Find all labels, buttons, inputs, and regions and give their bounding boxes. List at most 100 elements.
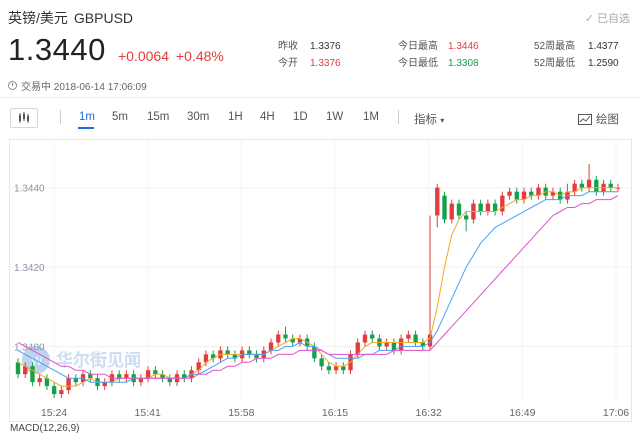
timeframe-15m[interactable]: 15m <box>147 111 170 123</box>
candle-body <box>124 374 129 379</box>
timeframe-1mo[interactable]: 1M <box>363 111 379 123</box>
stats-col-1: 昨收 1.3376 今开 1.3376 <box>278 38 341 72</box>
candle <box>449 199 454 224</box>
candle-body <box>44 378 50 387</box>
candle-body <box>398 338 404 351</box>
candle <box>435 183 440 228</box>
candle <box>59 386 64 399</box>
candle-body <box>500 195 505 212</box>
caret-down-icon: ▾ <box>440 116 445 125</box>
candle-body <box>138 378 144 383</box>
candle-body <box>290 338 295 343</box>
candle <box>44 374 50 391</box>
draw-button[interactable]: 绘图 <box>578 111 619 127</box>
indicator-dropdown[interactable]: 指标 ▾ <box>414 111 444 127</box>
timeframe-5m[interactable]: 5m <box>112 111 128 123</box>
watchlist-added-button[interactable]: ✓ 已自选 <box>584 13 630 25</box>
candle <box>182 370 187 383</box>
candle-body <box>247 350 252 355</box>
stat-label: 今日最高 <box>398 41 438 52</box>
candle-body <box>594 179 599 192</box>
divider <box>0 97 640 98</box>
candle-body <box>464 215 469 220</box>
clock-icon <box>8 81 17 90</box>
candle <box>145 366 151 383</box>
stat-value: 1.4377 <box>588 41 619 52</box>
candle <box>153 366 158 379</box>
y-tick-label: 1.3400 <box>14 342 45 353</box>
candle-body <box>23 366 28 375</box>
candle <box>521 187 527 204</box>
candle-body <box>362 334 368 343</box>
candle-body <box>333 366 339 371</box>
candle <box>485 199 491 216</box>
candle <box>66 374 71 395</box>
stat-value: 1.3376 <box>310 41 341 52</box>
watchlist-added-label: 已自选 <box>597 13 630 25</box>
candle <box>608 179 613 192</box>
candle <box>88 370 93 383</box>
ma-line <box>17 195 619 379</box>
candle <box>341 362 346 375</box>
timeframe-4h[interactable]: 4H <box>260 111 275 123</box>
candlestick-type-button[interactable] <box>10 108 38 128</box>
candle <box>290 334 295 347</box>
stat-value: 1.3446 <box>448 41 479 52</box>
draw-icon <box>578 113 592 125</box>
candle-body <box>319 358 324 367</box>
candle-body <box>15 362 21 375</box>
timeframe-1w[interactable]: 1W <box>326 111 344 123</box>
timeframe-30m[interactable]: 30m <box>187 111 210 123</box>
candle <box>196 358 201 375</box>
candle-body <box>370 334 375 339</box>
candle-body <box>586 179 592 188</box>
candle <box>572 179 577 196</box>
candle <box>326 362 332 375</box>
candle-body <box>312 346 317 359</box>
candle <box>586 163 592 192</box>
timeframe-1h[interactable]: 1H <box>228 111 243 123</box>
candle-body <box>160 374 165 379</box>
candle-body <box>66 378 71 391</box>
candle-body <box>182 374 187 379</box>
candle-body <box>326 366 332 371</box>
candle <box>247 346 252 359</box>
timeframe-1d[interactable]: 1D <box>293 111 308 123</box>
stats-col-3: 52周最高 1.4377 52周最低 1.2590 <box>534 38 619 72</box>
moving-averages <box>17 187 619 387</box>
candle <box>529 187 534 200</box>
toolbar-separator <box>60 110 61 124</box>
draw-label: 绘图 <box>596 114 619 126</box>
candle-body <box>268 342 274 351</box>
candle-body <box>297 338 303 343</box>
candle <box>232 350 238 363</box>
candle-body <box>608 183 613 188</box>
candle <box>23 362 28 379</box>
candle <box>427 215 433 351</box>
last-price: 1.3440 <box>8 32 106 67</box>
x-tick-label: 16:49 <box>509 407 535 419</box>
candle <box>254 350 259 363</box>
candle-body <box>355 342 360 355</box>
timeframe-active-indicator <box>78 127 94 129</box>
x-tick-label: 16:15 <box>322 407 348 419</box>
candle <box>283 326 288 343</box>
candle <box>203 350 209 367</box>
candle <box>492 199 498 216</box>
candle <box>391 338 397 355</box>
candle-body <box>117 374 122 379</box>
candle-body <box>283 334 288 339</box>
instrument-code: GBPUSD <box>73 10 134 26</box>
candle-body <box>485 203 491 212</box>
candle-body <box>514 191 519 200</box>
chart-container[interactable]: 1.3440 1.3420 1.3400 W 华尔街见闻 15:24 15:41 15:… <box>9 139 632 422</box>
candle-body <box>51 386 57 395</box>
candle <box>319 354 324 371</box>
candle-body <box>406 334 411 339</box>
y-axis-labels: 1.3440 1.3420 1.3400 <box>14 184 45 354</box>
candle-body <box>167 378 172 383</box>
candle-body <box>30 366 35 383</box>
candle-body <box>478 203 483 212</box>
timeframe-1m[interactable]: 1m <box>79 111 95 123</box>
